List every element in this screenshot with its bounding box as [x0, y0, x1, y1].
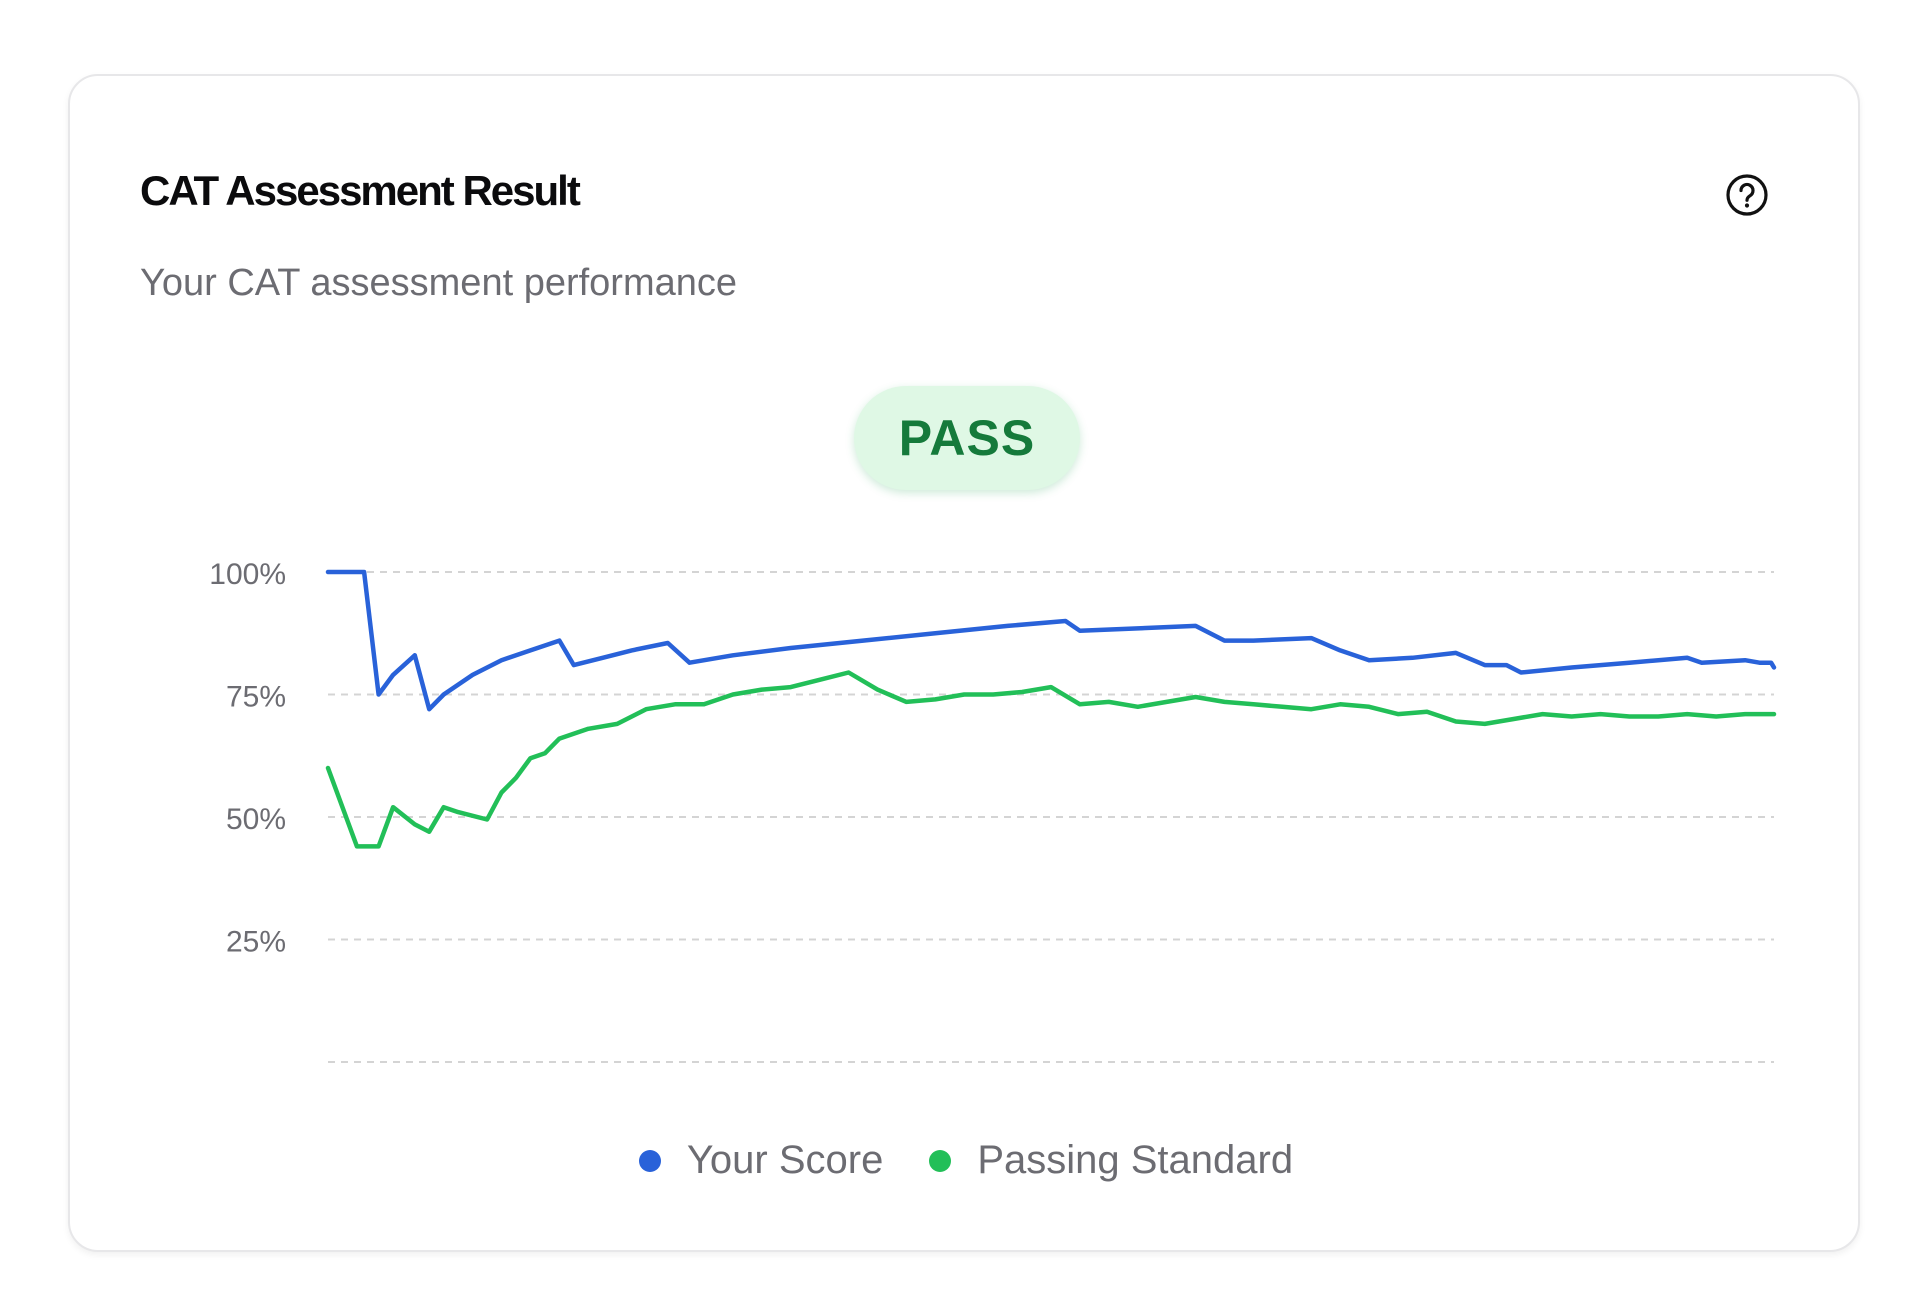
legend-item-your-score[interactable]: Your Score: [638, 1138, 884, 1183]
y-tick-label: 100%: [209, 558, 286, 591]
chart-series: [325, 569, 1777, 849]
chart-legend: Your Score Passing Standard: [70, 1138, 1862, 1183]
legend-label-your-score: Your Score: [686, 1138, 884, 1182]
assessment-card: CAT Assessment Result Your CAT assessmen…: [68, 74, 1860, 1252]
legend-label-passing-standard: Passing Standard: [977, 1138, 1294, 1182]
y-tick-label: 75%: [226, 681, 286, 714]
pass-status-badge: PASS: [854, 386, 1080, 490]
chart-gridlines: [328, 571, 1774, 1063]
legend-dot-your-score: [638, 1149, 661, 1172]
legend-item-passing-standard[interactable]: Passing Standard: [929, 1138, 1293, 1183]
chart-y-axis-ticks: 100% 75% 50% 25%: [209, 558, 286, 959]
y-tick-label: 50%: [226, 803, 286, 836]
question-circle-icon[interactable]: [1724, 172, 1770, 218]
card-title: CAT Assessment Result: [140, 167, 581, 214]
legend-dot-passing-standard: [929, 1149, 952, 1172]
y-tick-label: 25%: [226, 926, 286, 959]
series-line-passing-standard: [325, 670, 1777, 849]
card-subtitle: Your CAT assessment performance: [140, 262, 738, 304]
series-line-your-score: [325, 569, 1777, 712]
performance-line-chart: 100% 75% 50% 25%: [209, 558, 1777, 1063]
